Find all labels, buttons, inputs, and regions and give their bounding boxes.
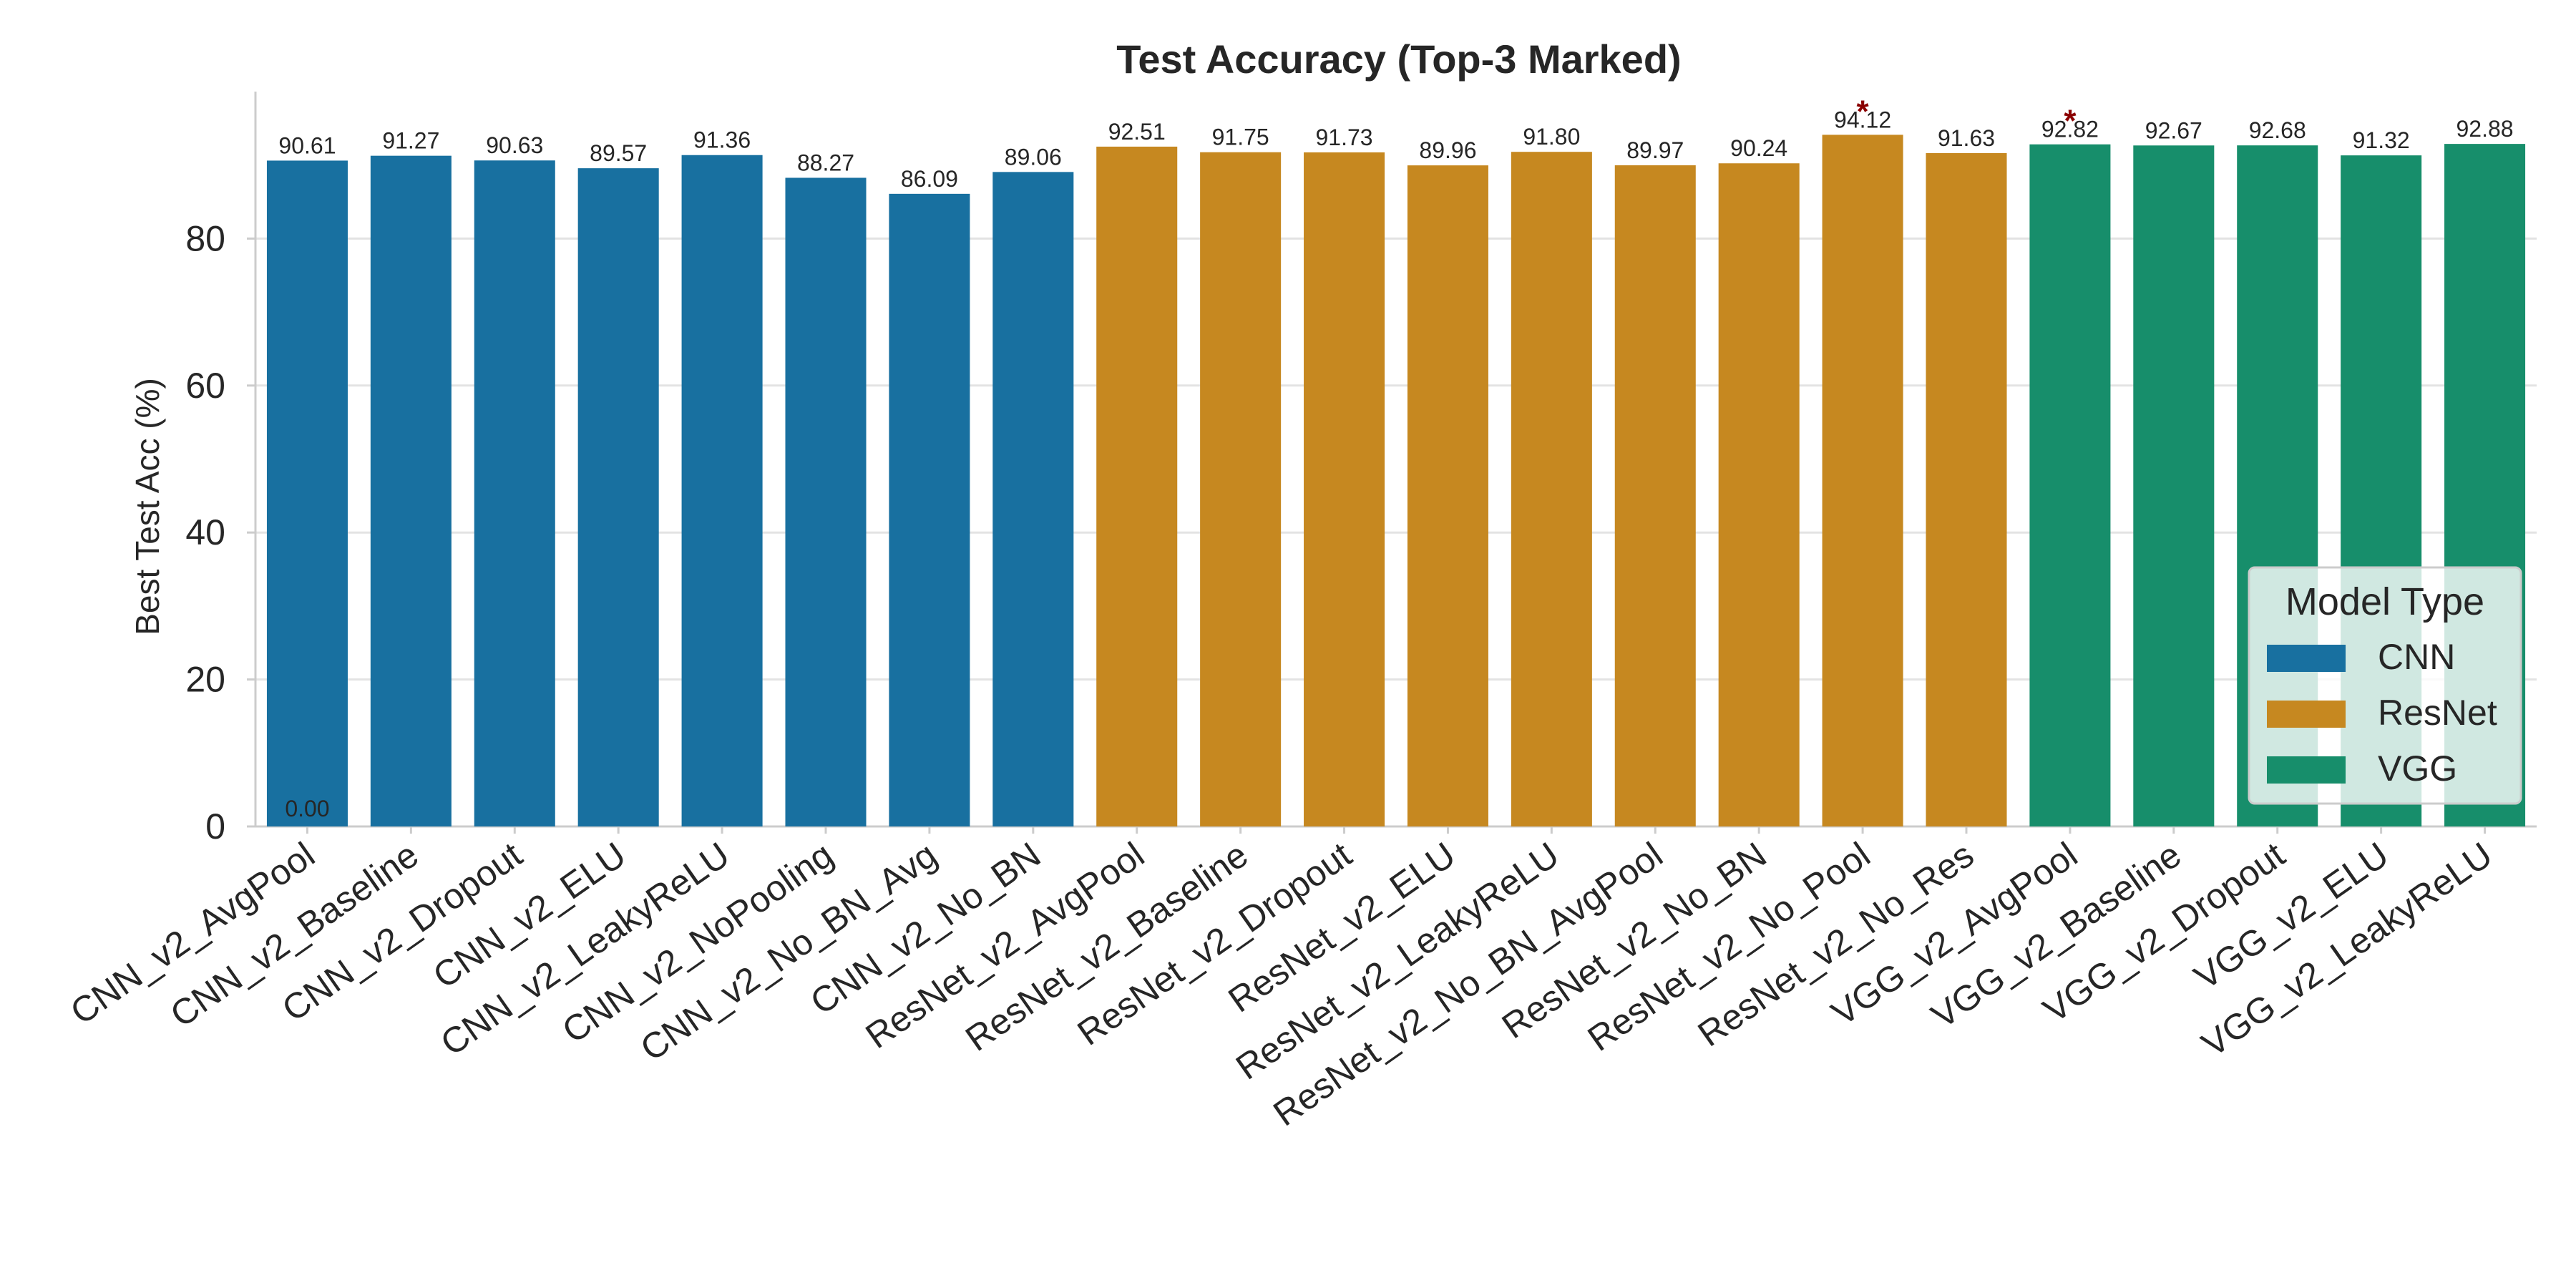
bar bbox=[1511, 152, 1592, 827]
bar-value-label: 90.61 bbox=[278, 132, 336, 158]
top3-marker: * bbox=[2064, 104, 2077, 139]
legend-entry-label: VGG bbox=[2378, 748, 2457, 789]
legend-title: Model Type bbox=[2285, 580, 2484, 623]
legend-box bbox=[2248, 566, 2522, 805]
bar bbox=[681, 155, 763, 827]
bar bbox=[2133, 145, 2215, 826]
bar-value-label: 89.06 bbox=[1005, 144, 1062, 170]
legend-swatch bbox=[2267, 701, 2346, 728]
legend-entry-label: ResNet bbox=[2378, 693, 2497, 733]
bar-value-label: 91.80 bbox=[1523, 124, 1580, 150]
bar bbox=[577, 168, 659, 827]
bar bbox=[1822, 135, 1903, 827]
bar-value-label: 90.63 bbox=[486, 132, 543, 158]
bar bbox=[992, 172, 1074, 826]
bar bbox=[266, 160, 348, 826]
chart-title: Test Accuracy (Top-3 Marked) bbox=[1116, 36, 1681, 82]
bar bbox=[1407, 165, 1488, 827]
bar-value-label: 92.88 bbox=[2457, 116, 2514, 142]
bar bbox=[1718, 163, 1800, 826]
bar-value-label: 91.27 bbox=[382, 128, 439, 154]
top3-marker: * bbox=[1857, 94, 1870, 129]
bar-value-label: 91.36 bbox=[693, 127, 751, 153]
annotation-label: 0.00 bbox=[285, 796, 329, 821]
bar-value-label: 92.67 bbox=[2145, 117, 2202, 143]
y-tick-label: 20 bbox=[185, 660, 225, 700]
legend-swatch bbox=[2267, 756, 2346, 784]
labels-layer: 90.61 91.27 90.63 89.57 91.36 88.27 86.09 89.06… bbox=[278, 94, 2513, 821]
bar bbox=[370, 155, 452, 826]
bar bbox=[1304, 152, 1385, 826]
bar-value-label: 89.96 bbox=[1419, 137, 1476, 163]
y-tick-label: 40 bbox=[185, 512, 225, 552]
bar-value-label: 88.27 bbox=[797, 150, 854, 175]
bar-value-label: 92.51 bbox=[1108, 119, 1166, 145]
bar-value-label: 92.82 bbox=[2041, 117, 2099, 142]
bar bbox=[785, 177, 867, 826]
bar-value-label: 91.32 bbox=[2353, 127, 2410, 153]
y-tick-label: 60 bbox=[185, 366, 225, 406]
y-axis-label: Best Test Acc (%) bbox=[129, 378, 166, 635]
bar bbox=[2029, 144, 2111, 827]
legend-entry-label: CNN bbox=[2378, 637, 2455, 677]
bar bbox=[889, 193, 970, 826]
bar-value-label: 94.12 bbox=[1834, 107, 1891, 132]
bar bbox=[1614, 165, 1696, 826]
bar-value-label: 91.75 bbox=[1212, 125, 1269, 150]
legend-swatch bbox=[2267, 645, 2346, 672]
bar bbox=[1096, 146, 1178, 826]
bar bbox=[1200, 152, 1282, 827]
bar-value-label: 91.63 bbox=[1938, 125, 1995, 151]
bar bbox=[1926, 152, 2007, 826]
bar bbox=[474, 160, 555, 826]
y-tick-label: 0 bbox=[205, 806, 225, 847]
bar-value-label: 90.24 bbox=[1730, 135, 1787, 161]
bar-value-label: 92.68 bbox=[2249, 117, 2306, 143]
bar-value-label: 86.09 bbox=[901, 166, 958, 192]
y-tick-label: 80 bbox=[185, 218, 225, 258]
legend: Model Type CNN ResNet VGG bbox=[2248, 566, 2522, 805]
bar-value-label: 91.73 bbox=[1316, 125, 1373, 150]
bar-value-label: 89.57 bbox=[590, 140, 647, 166]
bar-value-label: 89.97 bbox=[1626, 137, 1684, 163]
